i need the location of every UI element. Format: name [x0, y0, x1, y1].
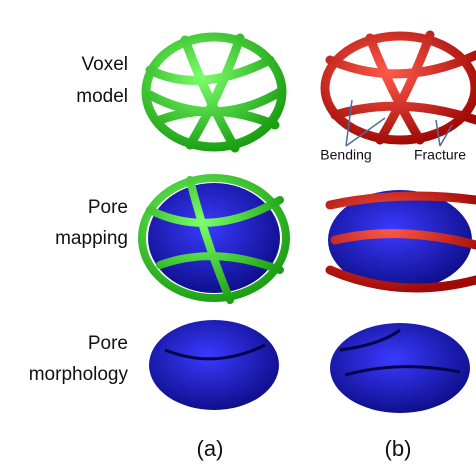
row-label: Voxel — [82, 54, 128, 75]
row-label: mapping — [55, 228, 128, 249]
row-label: Pore — [88, 333, 128, 354]
row-label: model — [76, 86, 128, 107]
row-label: Pore — [88, 197, 128, 218]
annotation: Bending — [320, 147, 371, 163]
blue-pore — [149, 320, 279, 410]
green-lattice — [146, 37, 282, 148]
caption: (a) — [197, 436, 224, 461]
figure: Voxel model Pore mapping Pore morphology… — [0, 0, 476, 468]
annotation: Fracture — [414, 147, 466, 163]
row-label: morphology — [29, 364, 129, 385]
red-lattice — [325, 35, 476, 140]
blue-pore — [148, 183, 280, 293]
caption: (b) — [385, 436, 412, 461]
